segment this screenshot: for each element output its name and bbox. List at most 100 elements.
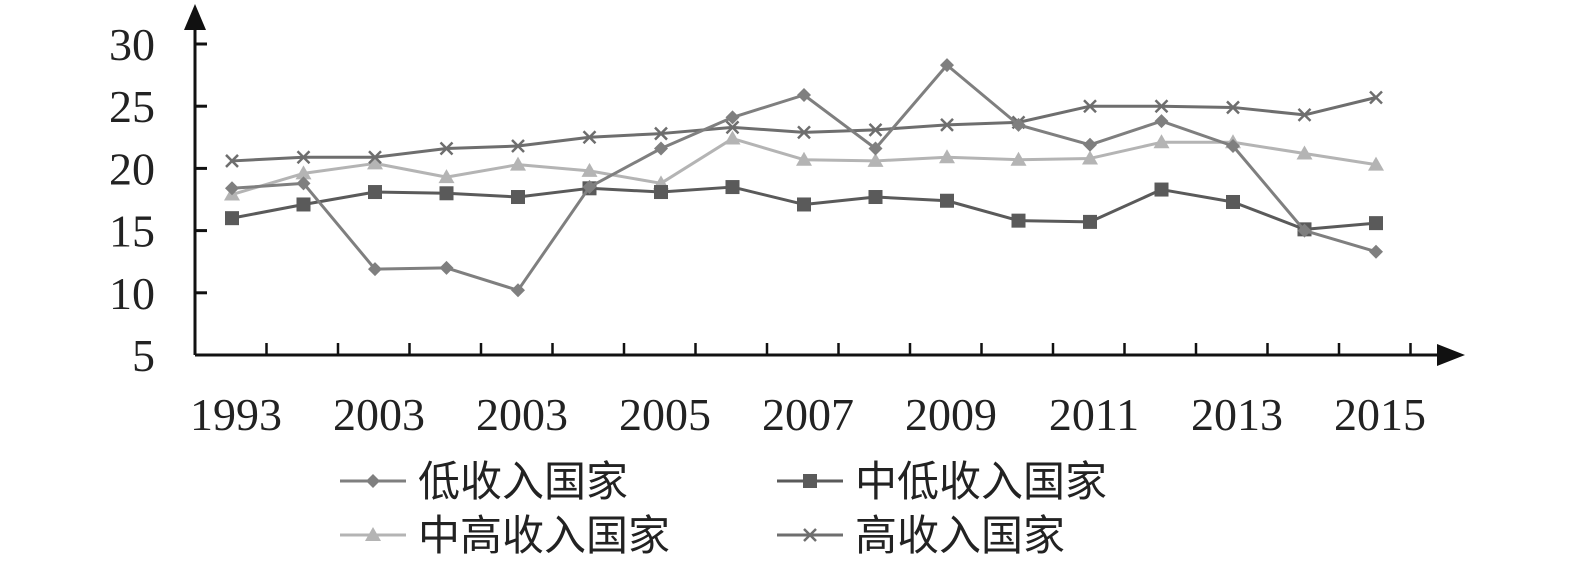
data-point-x (1297, 108, 1312, 122)
legend-label: 高收入国家 (855, 511, 1065, 560)
data-point-square (296, 197, 311, 212)
series-line (231, 137, 1377, 196)
data-point-diamond (1369, 244, 1383, 259)
data-point-diamond (797, 88, 811, 103)
x-tick-label: 1993 (190, 389, 282, 440)
x-tick-label: 2013 (1191, 389, 1283, 440)
data-point-triangle (1082, 150, 1098, 165)
data-point-diamond (1083, 137, 1097, 152)
data-point-triangle (724, 130, 741, 145)
data-point-square (940, 193, 954, 208)
data-point-triangle (1296, 145, 1313, 160)
data-point-x (296, 150, 311, 165)
data-point-diamond (1297, 223, 1312, 238)
data-point-square (797, 197, 811, 212)
legend-label: 中高收入国家 (418, 511, 670, 560)
data-point-x-stroke (582, 130, 597, 145)
data-point-x-stroke (797, 125, 811, 140)
legend-entry: 低收入国家 (340, 457, 628, 506)
y-tick-label: 30 (109, 19, 155, 70)
series-3 (225, 90, 1383, 168)
series-2 (224, 130, 1384, 201)
y-tick-label: 5 (132, 330, 155, 381)
data-point-x (582, 130, 597, 145)
data-point-x (511, 139, 525, 153)
x-tick-label: 2003 (476, 389, 568, 440)
data-point-triangle (796, 151, 812, 166)
chart-axes (184, 4, 1465, 366)
data-point-x (225, 154, 239, 168)
data-point-x-stroke (225, 154, 239, 168)
data-point-diamond (296, 176, 311, 191)
data-point-diamond (940, 58, 954, 73)
data-point-x (803, 528, 817, 542)
x-tick-label: 2009 (905, 389, 997, 440)
y-axis-arrow (184, 4, 206, 30)
data-point-triangle (438, 169, 455, 184)
data-point-x (1083, 99, 1097, 114)
series-1 (225, 180, 1383, 237)
data-point-x-stroke (940, 117, 954, 132)
data-point-square (654, 185, 668, 200)
data-point-x (1226, 100, 1240, 115)
data-point-x (868, 122, 883, 137)
y-tick-label: 15 (109, 206, 155, 257)
data-point-diamond (1226, 139, 1240, 154)
data-point-diamond (1154, 114, 1169, 129)
legend-entry: 中高收入国家 (340, 511, 670, 560)
x-axis-ticks: 1993 2003 2003 2005 2007 2009 2011 2013 2015 (190, 343, 1426, 440)
y-tick-label: 20 (109, 143, 155, 194)
data-point-diamond (225, 181, 239, 196)
legend-entry: 高收入国家 (777, 511, 1065, 560)
data-point-square (1011, 213, 1026, 228)
data-point-diamond (368, 262, 382, 277)
data-point-x (940, 117, 954, 132)
data-point-x-stroke (725, 120, 740, 135)
data-point-x-stroke (803, 528, 817, 542)
data-point-x-stroke (439, 141, 454, 156)
y-tick-label: 10 (109, 268, 155, 319)
legend-label: 低收入国家 (418, 457, 628, 506)
data-point-x (725, 120, 740, 135)
data-point-x-stroke (296, 150, 311, 165)
data-point-diamond (366, 474, 380, 488)
data-point-x-stroke (368, 150, 382, 165)
data-point-diamond (868, 141, 883, 156)
data-point-x (439, 141, 454, 156)
data-point-x (1369, 90, 1383, 105)
data-point-triangle (510, 156, 526, 171)
data-point-x-stroke (1154, 99, 1169, 114)
data-point-x (797, 125, 811, 140)
data-point-triangle (1153, 134, 1170, 149)
data-point-triangle (939, 149, 955, 164)
data-point-x (654, 126, 668, 141)
series-line (231, 96, 1377, 163)
x-tick-label: 2003 (333, 389, 425, 440)
series-0 (225, 58, 1383, 298)
legend-entry: 中低收入国家 (777, 457, 1107, 506)
data-point-square (368, 185, 382, 200)
x-tick-label: 2015 (1334, 389, 1426, 440)
data-point-triangle (295, 165, 312, 180)
data-point-x-stroke (511, 139, 525, 153)
data-point-diamond (725, 110, 740, 125)
data-point-diamond (511, 283, 525, 298)
data-point-square (1154, 182, 1169, 197)
data-point-square (803, 474, 817, 488)
data-point-triangle (1010, 151, 1027, 166)
data-point-square (1369, 216, 1383, 231)
data-point-triangle (1368, 156, 1384, 171)
data-point-diamond (1011, 117, 1026, 132)
chart-series (224, 58, 1384, 298)
data-point-x-stroke (1226, 100, 1240, 115)
data-point-square (225, 211, 239, 226)
data-point-triangle (367, 155, 383, 170)
data-point-triangle (867, 152, 884, 167)
data-point-x-stroke (1369, 90, 1383, 105)
x-tick-label: 2007 (762, 389, 854, 440)
data-point-x (368, 150, 382, 165)
data-point-x-stroke (654, 126, 668, 141)
x-tick-label: 2005 (619, 389, 711, 440)
